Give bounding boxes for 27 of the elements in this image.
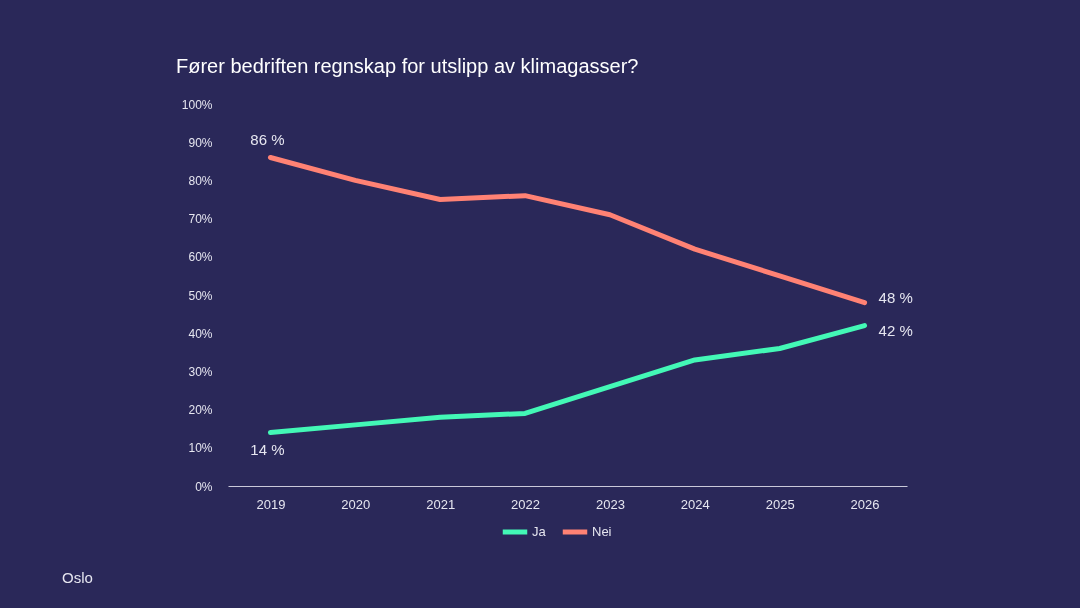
y-tick-label: 20%	[188, 403, 213, 418]
y-tick-label: 100%	[181, 97, 213, 112]
data-label: 48 %	[878, 288, 913, 306]
x-tick-label: 2024	[680, 496, 710, 512]
y-tick-label: 30%	[188, 364, 213, 379]
legend-label: Ja	[532, 524, 547, 539]
y-tick-label: 70%	[188, 212, 213, 227]
data-label: 42 %	[878, 321, 913, 339]
y-tick-label: 0%	[195, 479, 213, 494]
data-label: 86 %	[250, 131, 285, 149]
x-tick-label: 2026	[850, 496, 880, 512]
y-tick-label: 40%	[188, 326, 213, 341]
y-tick-label: 10%	[188, 441, 213, 456]
x-tick-label: 2022	[511, 496, 541, 512]
y-tick-label: 90%	[188, 135, 213, 150]
y-tick-label: 60%	[188, 250, 213, 265]
legend-label: Nei	[592, 524, 612, 539]
x-tick-label: 2019	[256, 496, 286, 512]
chart-title: Fører bedriften regnskap for utslipp av klimagasser?	[176, 55, 639, 77]
y-tick-label: 80%	[188, 173, 213, 188]
x-tick-label: 2021	[426, 496, 456, 512]
y-tick-label: 50%	[188, 288, 213, 303]
x-tick-label: 2020	[341, 496, 371, 512]
text: Oslo	[62, 569, 93, 586]
x-tick-label: 2023	[595, 496, 625, 512]
x-tick-label: 2025	[765, 496, 795, 512]
data-label: 14 %	[250, 440, 285, 458]
